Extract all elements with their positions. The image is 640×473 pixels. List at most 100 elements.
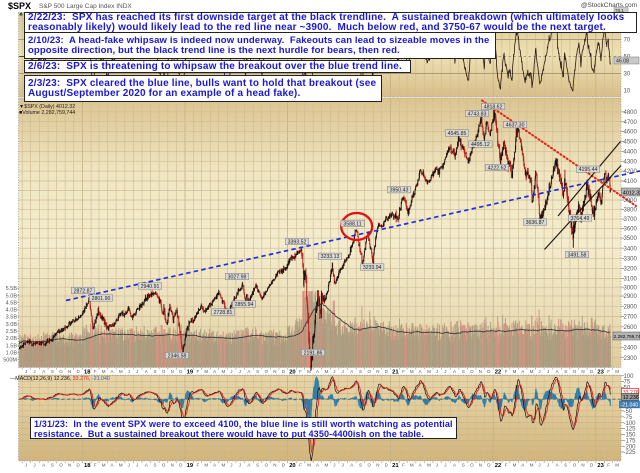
svg-text:M: M [102, 463, 106, 468]
svg-text:2300: 2300 [624, 356, 638, 362]
svg-text:19: 19 [187, 370, 194, 376]
svg-text:O: O [265, 369, 269, 374]
svg-text:4495.12: 4495.12 [471, 142, 490, 148]
svg-text:D: D [77, 369, 81, 374]
svg-text:M: M [615, 369, 619, 374]
svg-text:4400: 4400 [624, 149, 638, 155]
svg-text:F: F [607, 369, 610, 374]
svg-text:A: A [419, 463, 422, 468]
svg-text:O: O [162, 463, 166, 468]
svg-text:3700: 3700 [624, 217, 638, 223]
svg-text:J: J [444, 369, 446, 374]
svg-text:3233.13: 3233.13 [321, 254, 340, 260]
svg-text:M: M [222, 463, 226, 468]
svg-text:D: D [282, 369, 286, 374]
svg-text:N: N [479, 463, 482, 468]
svg-text:A: A [145, 369, 148, 374]
svg-text:M: M [530, 463, 534, 468]
svg-text:D: D [282, 463, 286, 468]
svg-text:21: 21 [392, 463, 399, 469]
svg-text:19: 19 [187, 463, 194, 469]
svg-text:4222.62: 4222.62 [488, 165, 507, 171]
svg-text:3.5B: 3.5B [6, 315, 18, 321]
svg-text:4100: 4100 [624, 179, 638, 185]
svg-text:J: J [436, 463, 438, 468]
svg-text:2872.87: 2872.87 [74, 288, 93, 294]
svg-text:A: A [453, 369, 456, 374]
svg-text:D: D [590, 463, 594, 468]
svg-text:2,282,759,744: 2,282,759,744 [614, 334, 640, 339]
svg-text:10: 10 [624, 89, 631, 95]
svg-text:3300: 3300 [624, 256, 638, 262]
svg-text:A: A [111, 463, 114, 468]
svg-text:A: A [350, 369, 353, 374]
svg-text:J: J [547, 369, 549, 374]
svg-text:3393.52: 3393.52 [288, 239, 307, 245]
svg-text:3491.58: 3491.58 [568, 252, 587, 258]
svg-text:A: A [556, 369, 559, 374]
svg-text:J: J [538, 463, 540, 468]
svg-text:N: N [479, 369, 482, 374]
svg-text:A: A [247, 463, 250, 468]
svg-text:-200: -200 [624, 444, 637, 450]
svg-text:-225: -225 [624, 450, 637, 456]
svg-text:J: J [128, 369, 130, 374]
svg-text:O: O [265, 463, 269, 468]
svg-text:M: M [427, 463, 431, 468]
svg-text:M: M [530, 369, 534, 374]
svg-text:D: D [385, 369, 389, 374]
svg-text:O: O [368, 463, 372, 468]
svg-text:3233.94: 3233.94 [363, 265, 382, 271]
svg-text:100: 100 [624, 374, 635, 380]
svg-text:-125: -125 [624, 427, 637, 433]
svg-text:2.0B: 2.0B [6, 336, 18, 342]
svg-text:F: F [197, 369, 200, 374]
svg-text:S: S [564, 463, 567, 468]
svg-text:N: N [171, 369, 174, 374]
svg-text:D: D [179, 369, 183, 374]
svg-text:N: N [273, 369, 276, 374]
svg-text:3200: 3200 [624, 267, 638, 273]
svg-text:J: J [25, 369, 27, 374]
svg-text:70: 70 [624, 38, 631, 44]
svg-text:J: J [538, 369, 540, 374]
svg-text:N: N [68, 369, 71, 374]
svg-text:M: M [410, 369, 414, 374]
svg-text:S: S [154, 463, 157, 468]
svg-text:2728.81: 2728.81 [214, 310, 233, 316]
svg-text:N: N [376, 463, 379, 468]
svg-text:33.276: 33.276 [623, 390, 639, 396]
svg-text:J: J [239, 369, 241, 374]
svg-text:N: N [68, 463, 71, 468]
svg-text:D: D [487, 463, 491, 468]
svg-text:S: S [359, 369, 362, 374]
svg-text:3764.49: 3764.49 [571, 216, 590, 222]
svg-text:3100: 3100 [624, 277, 638, 283]
svg-text:J: J [33, 463, 35, 468]
svg-text:2800: 2800 [624, 304, 638, 310]
svg-text:2400: 2400 [624, 345, 638, 351]
svg-text:O: O [470, 369, 474, 374]
svg-text:21: 21 [392, 370, 399, 376]
svg-text:A: A [213, 463, 216, 468]
svg-text:O: O [59, 463, 63, 468]
svg-text:3800: 3800 [624, 208, 638, 214]
svg-text:22: 22 [495, 370, 501, 376]
svg-text:O: O [470, 463, 474, 468]
svg-text:A: A [419, 369, 422, 374]
svg-text:2600: 2600 [624, 325, 638, 331]
svg-text:5.0B: 5.0B [6, 293, 18, 299]
svg-text:J: J [25, 463, 27, 468]
svg-text:3400: 3400 [624, 246, 638, 252]
svg-text:J: J [239, 463, 241, 468]
svg-text:2191.86: 2191.86 [304, 350, 323, 356]
svg-text:F: F [505, 463, 508, 468]
svg-text:-150: -150 [624, 433, 637, 439]
svg-text:75: 75 [624, 380, 631, 386]
svg-text:O: O [573, 369, 577, 374]
svg-text:-100: -100 [624, 421, 637, 427]
svg-text:A: A [521, 369, 524, 374]
svg-text:N: N [171, 463, 174, 468]
svg-text:S: S [462, 369, 465, 374]
svg-text:23: 23 [597, 463, 604, 469]
